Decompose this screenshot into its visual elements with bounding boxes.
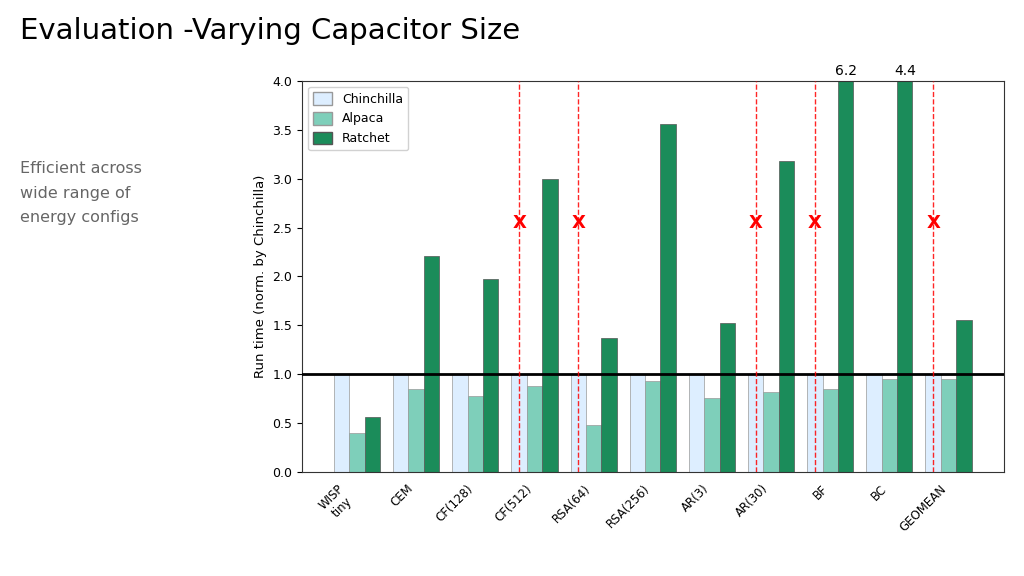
Text: X: X <box>749 214 763 232</box>
Bar <box>570 374 586 472</box>
Legend: Chinchilla, Alpaca, Ratchet: Chinchilla, Alpaca, Ratchet <box>308 87 409 150</box>
Text: 6.2: 6.2 <box>835 64 857 78</box>
Bar <box>720 323 735 472</box>
Bar <box>511 374 526 472</box>
Bar <box>424 256 439 472</box>
Bar <box>409 389 424 472</box>
Bar <box>749 374 764 472</box>
Bar <box>822 389 838 472</box>
Text: X: X <box>512 214 526 232</box>
Text: 4.4: 4.4 <box>894 64 915 78</box>
Text: Efficient across
wide range of
energy configs: Efficient across wide range of energy co… <box>20 161 142 225</box>
Bar <box>393 374 409 472</box>
Text: Evaluation -Varying Capacitor Size: Evaluation -Varying Capacitor Size <box>20 17 520 46</box>
Text: X: X <box>808 214 822 232</box>
Bar <box>779 161 795 472</box>
Bar <box>956 320 972 472</box>
Text: X: X <box>571 214 585 232</box>
Bar <box>334 374 349 472</box>
Bar <box>689 374 705 472</box>
Bar <box>453 374 468 472</box>
Bar <box>705 398 720 472</box>
Bar <box>807 374 822 472</box>
Bar <box>586 425 601 472</box>
Bar <box>941 380 956 472</box>
Bar <box>542 179 557 472</box>
Bar <box>764 392 779 472</box>
Text: X: X <box>927 214 940 232</box>
Bar <box>645 381 660 472</box>
Bar <box>365 416 380 472</box>
Bar <box>838 81 853 472</box>
Bar <box>660 124 676 472</box>
Bar <box>630 374 645 472</box>
Bar <box>526 386 542 472</box>
Bar <box>601 338 616 472</box>
Bar <box>926 374 941 472</box>
Bar <box>349 433 365 472</box>
Bar <box>866 374 882 472</box>
Y-axis label: Run time (norm. by Chinchilla): Run time (norm. by Chinchilla) <box>254 175 267 378</box>
Bar <box>897 81 912 472</box>
Bar <box>483 279 499 472</box>
Bar <box>882 380 897 472</box>
Bar <box>468 396 483 472</box>
